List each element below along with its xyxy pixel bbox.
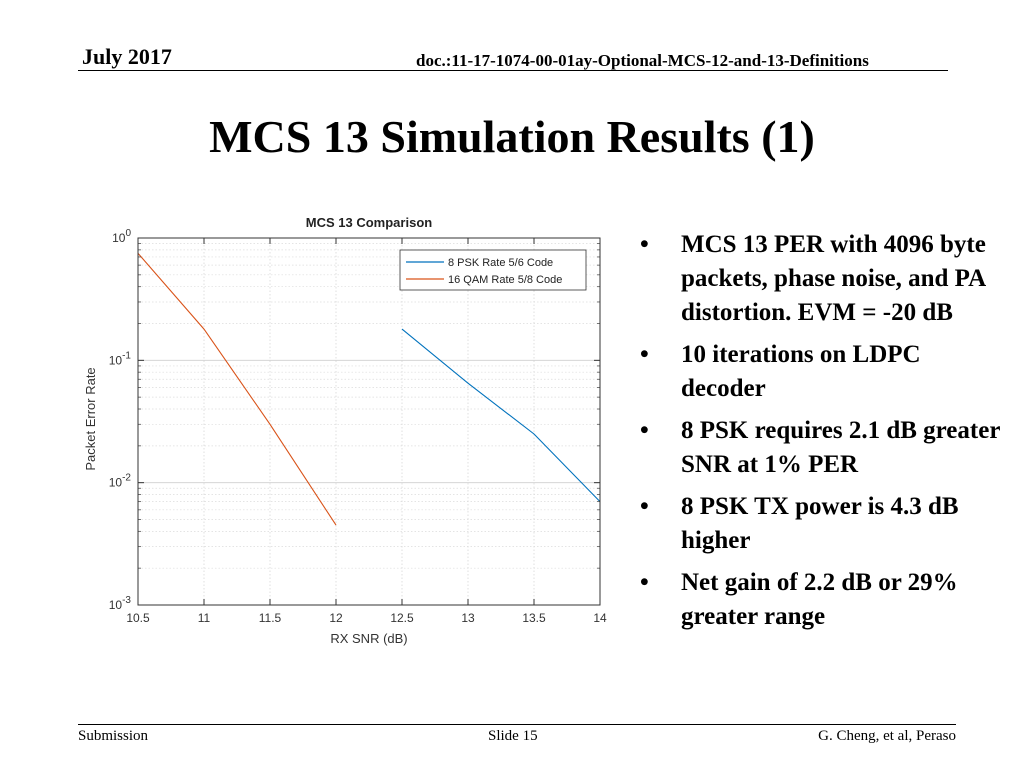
- bullet-text: 10 iterations on LDPC decoder: [681, 341, 921, 402]
- series-line: [401, 328, 600, 502]
- legend-label: 16 QAM Rate 5/8 Code: [448, 274, 562, 286]
- chart-title: MCS 13 Comparison: [306, 215, 432, 230]
- chart-plot-area: [137, 252, 601, 526]
- header-date: July 2017: [82, 44, 172, 69]
- series-line: [138, 252, 337, 526]
- x-tick-label: 13.5: [522, 611, 546, 625]
- bullet-marker: •: [640, 569, 649, 596]
- y-tick-label: 10-1: [109, 350, 132, 367]
- bullet-text: MCS 13 PER with 4096 byte packets, phase…: [681, 231, 986, 326]
- bullet-list: • MCS 13 PER with 4096 byte packets, phas…: [640, 228, 1000, 642]
- x-tick-label: 11.5: [259, 611, 282, 625]
- bullet-marker: •: [640, 231, 649, 258]
- header-rule: [78, 70, 948, 71]
- footer-submission: Submission: [78, 728, 149, 744]
- footer-slide-number: Slide 15: [488, 728, 538, 744]
- x-axis-label: RX SNR (dB): [330, 631, 407, 646]
- bullet-text: Net gain of 2.2 dB or 29% greater range: [681, 569, 958, 630]
- y-tick-label: 100: [112, 228, 131, 245]
- legend-box: [399, 249, 587, 291]
- header-doc-id: doc.:11-17-1074-00-01ay-Optional-MCS-12-…: [416, 51, 869, 70]
- x-tick-label: 12: [329, 611, 343, 625]
- bullet-text: 8 PSK TX power is 4.3 dB higher: [681, 493, 959, 554]
- x-tick-label: 12.5: [390, 611, 414, 625]
- plot-frame: [137, 237, 601, 606]
- bullet-text: 8 PSK requires 2.1 dB greater SNR at 1% …: [681, 417, 1000, 478]
- footer-authors: G. Cheng, et al, Peraso: [818, 728, 956, 744]
- slide-title: MCS 13 Simulation Results (1): [209, 111, 815, 162]
- bullet-marker: •: [640, 341, 649, 368]
- x-tick-label: 10.5: [126, 611, 150, 625]
- plot-background: [138, 238, 600, 605]
- bullet-item: • 8 PSK TX power is 4.3 dB higher: [640, 490, 1000, 558]
- bullet-item: • 8 PSK requires 2.1 dB greater SNR at 1%…: [640, 414, 1000, 482]
- chart-grid: [137, 237, 601, 606]
- chart-legend: 8 PSK Rate 5/6 Code 16 QAM Rate 5/8 Code: [399, 249, 587, 291]
- chart-ticks: 100 10-1 10-2 10-310.5 11 11.5 12 12.5 13 13.5 14: [109, 228, 607, 625]
- footer-rule: [78, 724, 956, 725]
- x-tick-label: 11: [198, 611, 211, 625]
- bullet-item: • MCS 13 PER with 4096 byte packets, phas…: [640, 228, 1000, 330]
- per-chart: MCS 13 Comparison RX SNR (dB) Packet Err…: [83, 215, 607, 646]
- legend-label: 8 PSK Rate 5/6 Code: [448, 257, 553, 269]
- bullet-item: • 10 iterations on LDPC decoder: [640, 338, 1000, 406]
- y-axis-label: Packet Error Rate: [83, 367, 98, 470]
- bullet-marker: •: [640, 417, 649, 444]
- x-tick-label: 14: [593, 611, 607, 625]
- y-tick-label: 10-2: [109, 473, 132, 490]
- bullet-item: • Net gain of 2.2 dB or 29% greater range: [640, 566, 1000, 634]
- x-tick-label: 13: [461, 611, 475, 625]
- y-tick-label: 10-3: [109, 595, 132, 612]
- bullet-marker: •: [640, 493, 649, 520]
